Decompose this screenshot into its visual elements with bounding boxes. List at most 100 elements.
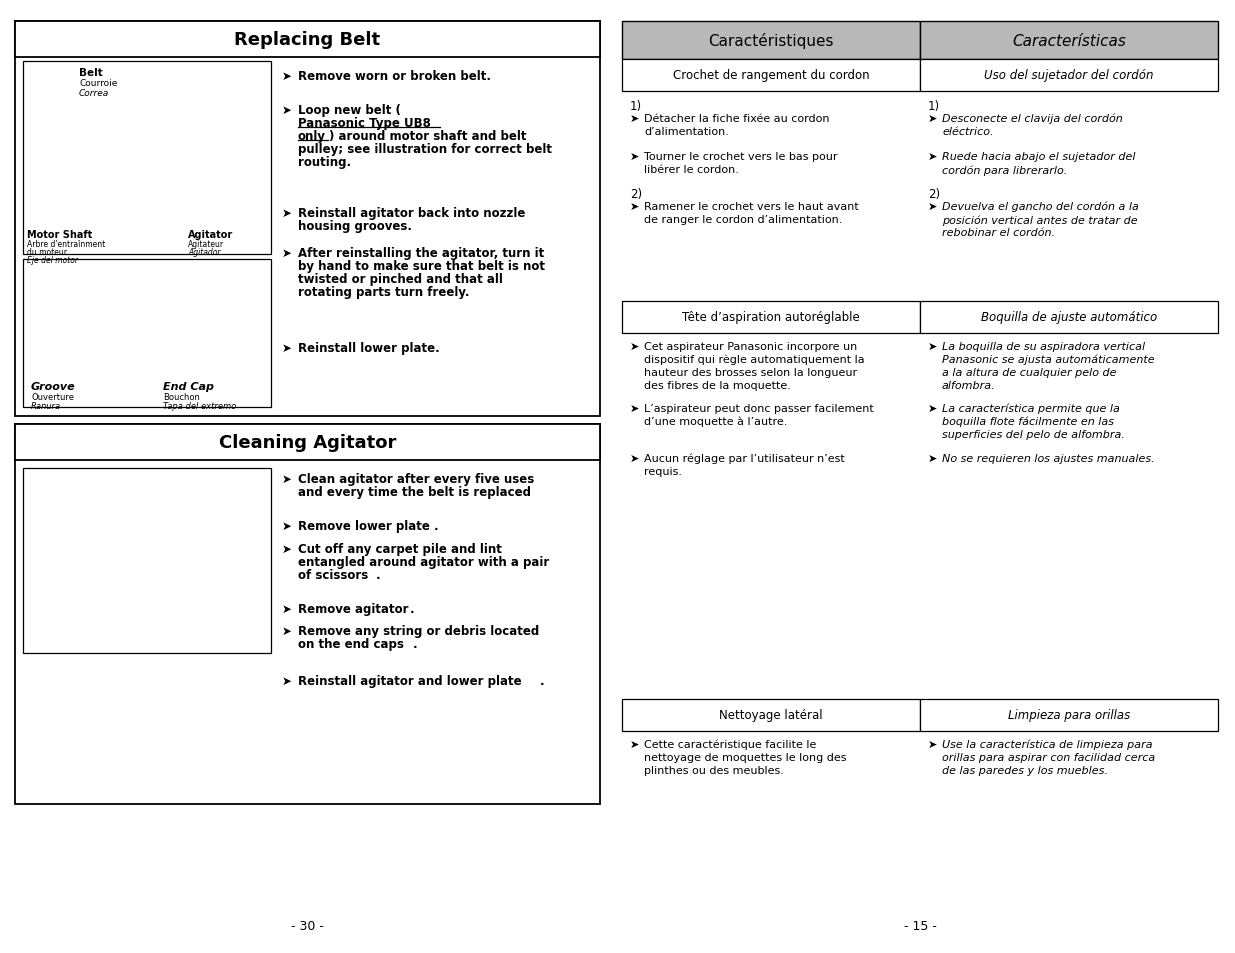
Text: dispositif qui règle automatiquement la: dispositif qui règle automatiquement la — [643, 355, 864, 365]
Text: Loop new belt (: Loop new belt ( — [298, 104, 401, 117]
Text: Crochet de rangement du cordon: Crochet de rangement du cordon — [673, 70, 869, 82]
Text: Arbre d'entraînment: Arbre d'entraînment — [27, 240, 105, 249]
Text: of scissors: of scissors — [298, 568, 368, 581]
FancyBboxPatch shape — [920, 60, 1218, 91]
Text: by hand to make sure that belt is not: by hand to make sure that belt is not — [298, 260, 545, 273]
Text: Groove: Groove — [31, 381, 75, 392]
Text: 2): 2) — [927, 188, 940, 201]
FancyBboxPatch shape — [622, 60, 920, 91]
Text: Ramener le crochet vers le haut avant: Ramener le crochet vers le haut avant — [643, 202, 858, 212]
Text: Uso del sujetador del cordón: Uso del sujetador del cordón — [984, 70, 1153, 82]
Text: and every time the belt is replaced: and every time the belt is replaced — [298, 485, 531, 498]
Text: Remove lower plate: Remove lower plate — [298, 519, 430, 533]
Text: ➤: ➤ — [630, 454, 640, 463]
Text: Clean agitator after every five uses: Clean agitator after every five uses — [298, 473, 535, 485]
Text: requis.: requis. — [643, 467, 682, 476]
Text: Panasonic Type UB8: Panasonic Type UB8 — [298, 117, 431, 130]
Text: Nettoyage latéral: Nettoyage latéral — [719, 709, 823, 721]
Text: ) around motor shaft and belt: ) around motor shaft and belt — [329, 130, 526, 143]
FancyBboxPatch shape — [920, 700, 1218, 731]
Text: .: . — [433, 519, 438, 533]
Text: libérer le cordon.: libérer le cordon. — [643, 165, 739, 174]
FancyBboxPatch shape — [622, 22, 920, 60]
Text: .: . — [375, 568, 380, 581]
Text: Cet aspirateur Panasonic incorpore un: Cet aspirateur Panasonic incorpore un — [643, 341, 857, 352]
Text: entangled around agitator with a pair: entangled around agitator with a pair — [298, 556, 550, 568]
Text: twisted or pinched and that all: twisted or pinched and that all — [298, 273, 503, 286]
Text: a la altura de cualquier pelo de: a la altura de cualquier pelo de — [942, 368, 1116, 377]
Text: Devuelva el gancho del cordón a la: Devuelva el gancho del cordón a la — [942, 202, 1139, 213]
Text: Cette caractéristique facilite le: Cette caractéristique facilite le — [643, 740, 816, 750]
Text: ➤: ➤ — [630, 341, 640, 352]
FancyBboxPatch shape — [920, 22, 1218, 60]
Text: boquilla flote fácilmente en las: boquilla flote fácilmente en las — [942, 416, 1114, 427]
Text: ➤: ➤ — [630, 740, 640, 749]
Text: pulley; see illustration for correct belt: pulley; see illustration for correct bel… — [298, 143, 552, 156]
Text: Aucun réglage par l’utilisateur n’est: Aucun réglage par l’utilisateur n’est — [643, 454, 845, 464]
Text: .: . — [412, 638, 417, 650]
Text: ➤: ➤ — [630, 152, 640, 162]
Text: plinthes ou des meubles.: plinthes ou des meubles. — [643, 765, 784, 775]
Text: ➤: ➤ — [282, 341, 291, 355]
Text: Agitator: Agitator — [188, 230, 233, 240]
Text: Replacing Belt: Replacing Belt — [235, 30, 380, 49]
Text: Reinstall lower plate.: Reinstall lower plate. — [298, 341, 440, 355]
FancyBboxPatch shape — [15, 22, 600, 416]
Text: - 15 -: - 15 - — [904, 920, 936, 933]
Text: ➤: ➤ — [282, 247, 291, 260]
Text: des fibres de la moquette.: des fibres de la moquette. — [643, 380, 790, 391]
Text: Bouchon: Bouchon — [163, 393, 200, 401]
Text: Ouverture: Ouverture — [31, 393, 74, 401]
Text: ➤: ➤ — [282, 473, 291, 485]
Text: ➤: ➤ — [282, 542, 291, 556]
Text: 1): 1) — [630, 100, 642, 112]
Text: Remove any string or debris located: Remove any string or debris located — [298, 624, 540, 638]
Text: - 30 -: - 30 - — [291, 920, 324, 933]
Text: nettoyage de moquettes le long des: nettoyage de moquettes le long des — [643, 752, 846, 762]
Text: Correa: Correa — [79, 89, 109, 98]
FancyBboxPatch shape — [15, 424, 600, 460]
Text: alfombra.: alfombra. — [942, 380, 995, 391]
FancyBboxPatch shape — [622, 302, 920, 334]
Text: La característica permite que la: La característica permite que la — [942, 403, 1120, 414]
Text: Ranura: Ranura — [31, 401, 61, 411]
Text: Características: Características — [1011, 33, 1126, 49]
Text: La boquilla de su aspiradora vertical: La boquilla de su aspiradora vertical — [942, 341, 1145, 352]
Text: Limpieza para orillas: Limpieza para orillas — [1008, 709, 1130, 721]
FancyBboxPatch shape — [15, 22, 600, 58]
Text: housing grooves.: housing grooves. — [298, 220, 412, 233]
Text: Agitateur: Agitateur — [188, 240, 224, 249]
Text: Cut off any carpet pile and lint: Cut off any carpet pile and lint — [298, 542, 501, 556]
FancyBboxPatch shape — [15, 424, 600, 804]
Text: Tapa del extremo: Tapa del extremo — [163, 401, 236, 411]
Text: Reinstall agitator back into nozzle: Reinstall agitator back into nozzle — [298, 207, 525, 220]
Text: ➤: ➤ — [282, 104, 291, 117]
Text: orillas para aspirar con facilidad cerca: orillas para aspirar con facilidad cerca — [942, 752, 1155, 762]
FancyBboxPatch shape — [920, 302, 1218, 334]
Text: Tourner le crochet vers le bas pour: Tourner le crochet vers le bas pour — [643, 152, 837, 162]
Text: ➤: ➤ — [927, 202, 937, 212]
Text: ➤: ➤ — [927, 341, 937, 352]
Text: ➤: ➤ — [282, 519, 291, 533]
Text: Cleaning Agitator: Cleaning Agitator — [219, 434, 396, 452]
Text: 2): 2) — [630, 188, 642, 201]
Text: d’une moquette à l’autre.: d’une moquette à l’autre. — [643, 416, 788, 427]
Text: Boquilla de ajuste automático: Boquilla de ajuste automático — [981, 312, 1157, 324]
Text: Agitador: Agitador — [188, 248, 221, 256]
Text: .: . — [516, 485, 521, 498]
Text: cordón para librerarlo.: cordón para librerarlo. — [942, 165, 1067, 175]
Text: Motor Shaft: Motor Shaft — [27, 230, 93, 240]
Text: de las paredes y los muebles.: de las paredes y los muebles. — [942, 765, 1108, 775]
Text: ➤: ➤ — [282, 624, 291, 638]
Text: .: . — [410, 602, 415, 616]
Text: End Cap: End Cap — [163, 381, 214, 392]
Text: Desconecte el clavija del cordón: Desconecte el clavija del cordón — [942, 113, 1123, 125]
Text: ➤: ➤ — [630, 403, 640, 414]
Text: Reinstall agitator and lower plate: Reinstall agitator and lower plate — [298, 675, 521, 687]
Text: Ruede hacia abajo el sujetador del: Ruede hacia abajo el sujetador del — [942, 152, 1135, 162]
Text: Panasonic se ajusta automáticamente: Panasonic se ajusta automáticamente — [942, 355, 1155, 365]
Text: Caractéristiques: Caractéristiques — [708, 33, 834, 49]
Text: posición vertical antes de tratar de: posición vertical antes de tratar de — [942, 214, 1137, 225]
Text: de ranger le cordon d’alimentation.: de ranger le cordon d’alimentation. — [643, 214, 842, 225]
FancyBboxPatch shape — [23, 260, 270, 408]
